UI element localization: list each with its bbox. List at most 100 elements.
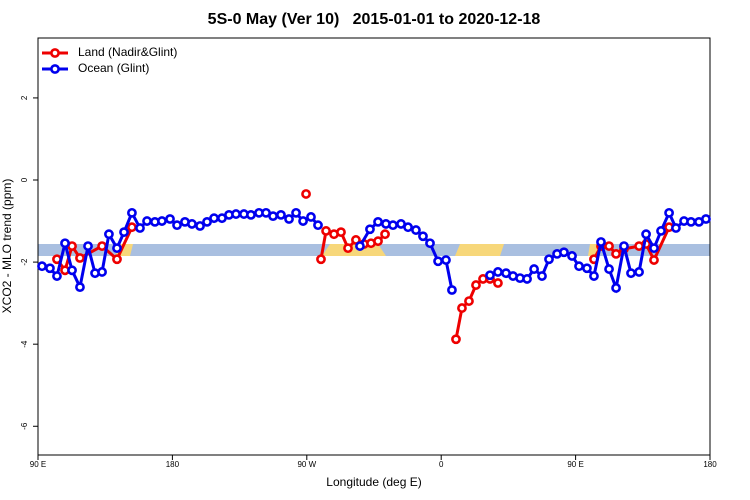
band-highlight xyxy=(455,244,504,256)
data-point xyxy=(619,241,629,251)
data-point xyxy=(276,209,286,220)
data-point xyxy=(202,216,212,227)
data-point xyxy=(441,255,451,265)
data-point xyxy=(135,223,145,233)
legend-marker xyxy=(50,48,60,58)
data-point xyxy=(649,243,659,254)
data-point xyxy=(97,267,107,277)
data-point xyxy=(165,214,175,224)
data-point xyxy=(37,261,47,272)
data-point xyxy=(559,247,569,258)
data-point xyxy=(75,282,85,293)
data-point xyxy=(365,224,375,235)
x-tick-label: 180 xyxy=(166,460,180,469)
data-point xyxy=(664,207,674,218)
data-point xyxy=(701,214,711,224)
data-point xyxy=(306,212,316,222)
y-tick-label: -4 xyxy=(20,340,29,348)
x-tick-label: 0 xyxy=(439,460,444,469)
data-point xyxy=(97,241,107,251)
data-point xyxy=(355,241,365,251)
data-point xyxy=(567,251,577,261)
data-point xyxy=(425,238,435,249)
x-tick-label: 90 E xyxy=(567,460,583,469)
data-point xyxy=(142,216,152,226)
y-axis-label: XCO2 - MLO trend (ppm) xyxy=(0,179,14,314)
y-tick-label: 2 xyxy=(20,95,29,100)
data-point xyxy=(611,248,621,259)
data-point xyxy=(127,222,137,233)
data-point xyxy=(411,225,421,235)
data-point xyxy=(626,268,636,279)
data-point xyxy=(611,283,621,293)
y-tick-label: 0 xyxy=(20,177,29,182)
data-point xyxy=(493,278,503,288)
legend-label: Land (Nadir&Glint) xyxy=(78,45,177,59)
data-point xyxy=(316,254,326,265)
data-point xyxy=(529,264,539,274)
data-point xyxy=(343,243,353,254)
data-point xyxy=(172,220,182,231)
x-axis-label: Longitude (deg E) xyxy=(326,475,421,489)
data-point xyxy=(464,296,474,306)
data-point xyxy=(67,265,77,276)
x-tick-label: 180 xyxy=(703,460,717,469)
data-point xyxy=(634,267,644,277)
data-point xyxy=(52,271,62,281)
data-point xyxy=(187,219,197,229)
data-point xyxy=(522,274,532,284)
data-point xyxy=(195,221,205,231)
legend-marker xyxy=(50,64,60,74)
data-point xyxy=(457,303,467,313)
data-point xyxy=(403,222,413,233)
data-point xyxy=(301,189,311,199)
data-point xyxy=(268,211,278,222)
data-point xyxy=(60,238,70,249)
band-highlight xyxy=(322,244,386,256)
y-tick-label: -6 xyxy=(20,422,29,430)
data-point xyxy=(127,207,137,218)
data-point xyxy=(246,209,256,220)
data-point xyxy=(104,229,114,240)
data-point xyxy=(373,216,383,227)
data-point xyxy=(451,334,461,345)
data-point xyxy=(574,261,584,272)
chart-title: 5S-0 May (Ver 10) 2015-01-01 to 2020-12-… xyxy=(208,11,541,28)
data-point xyxy=(298,216,308,226)
data-point xyxy=(656,226,666,236)
data-point xyxy=(493,267,503,277)
data-point xyxy=(119,227,129,238)
data-point xyxy=(485,270,495,281)
x-tick-label: 90 E xyxy=(30,460,46,469)
data-point xyxy=(471,280,481,290)
data-point xyxy=(388,220,398,231)
data-point xyxy=(418,231,428,242)
data-point xyxy=(157,216,167,226)
data-point xyxy=(447,285,457,295)
data-point xyxy=(604,264,614,274)
legend-label: Ocean (Glint) xyxy=(78,61,149,75)
data-point xyxy=(686,216,696,227)
data-point xyxy=(433,256,443,267)
data-point xyxy=(649,255,659,265)
data-point xyxy=(313,220,323,231)
data-point xyxy=(373,236,383,247)
y-tick-label: -2 xyxy=(20,258,29,266)
data-point xyxy=(112,243,122,254)
data-point xyxy=(321,226,331,236)
data-point xyxy=(336,227,346,238)
data-point xyxy=(45,263,55,274)
data-point xyxy=(284,214,294,224)
x-tick-label: 90 W xyxy=(297,460,316,469)
data-point xyxy=(671,223,681,233)
data-point xyxy=(83,241,93,251)
data-point xyxy=(582,263,592,274)
data-point xyxy=(231,209,241,219)
data-point xyxy=(537,271,547,281)
data-point xyxy=(589,271,599,281)
data-point xyxy=(596,237,606,247)
data-point xyxy=(380,229,390,240)
data-point xyxy=(544,254,554,265)
